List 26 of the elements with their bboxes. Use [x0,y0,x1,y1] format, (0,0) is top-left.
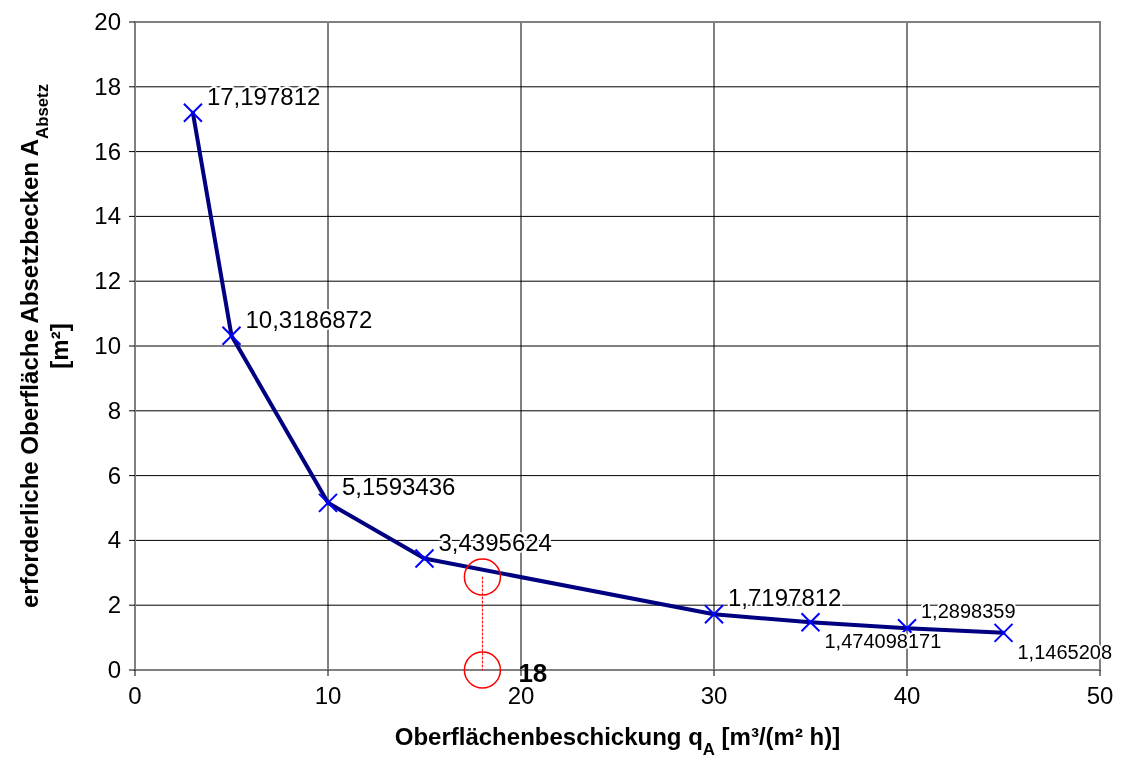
y-tick-label: 14 [94,202,121,230]
y-tick-label: 10 [94,332,121,359]
data-label: 10,3186872 [245,305,373,333]
y-tick-label: 20 [94,8,121,35]
data-label: 1,1465208 [1017,640,1113,663]
x-tick-label: 0 [128,682,142,709]
y-tick-label: 16 [94,137,121,165]
data-label: 1,474098171 [824,630,942,653]
x-tick-label: 30 [700,682,728,709]
data-label: 1,7197812 [728,584,842,612]
y-tick-label: 0 [107,656,121,683]
x-tick-label: 40 [893,682,921,709]
y-tick-label: 6 [107,461,121,489]
y-tick-label: 18 [94,72,121,100]
y-tick-label: 8 [107,396,121,424]
y-tick-label: 4 [107,526,121,554]
y-tick-label: 2 [107,591,121,619]
y-tick-label: 12 [94,267,121,295]
point [463,651,502,689]
data-label: 1,2898359 [921,600,1016,623]
data-label: 5,1593436 [342,472,456,500]
x-tick-label: 10 [314,682,342,709]
x-axis-title: Oberflächenbeschickung q$_{A}$ [m³/(m² h)] [394,723,841,759]
data-label: 17,197812 [206,82,321,110]
point [463,558,502,596]
x-tick-label: 50 [1086,682,1114,709]
